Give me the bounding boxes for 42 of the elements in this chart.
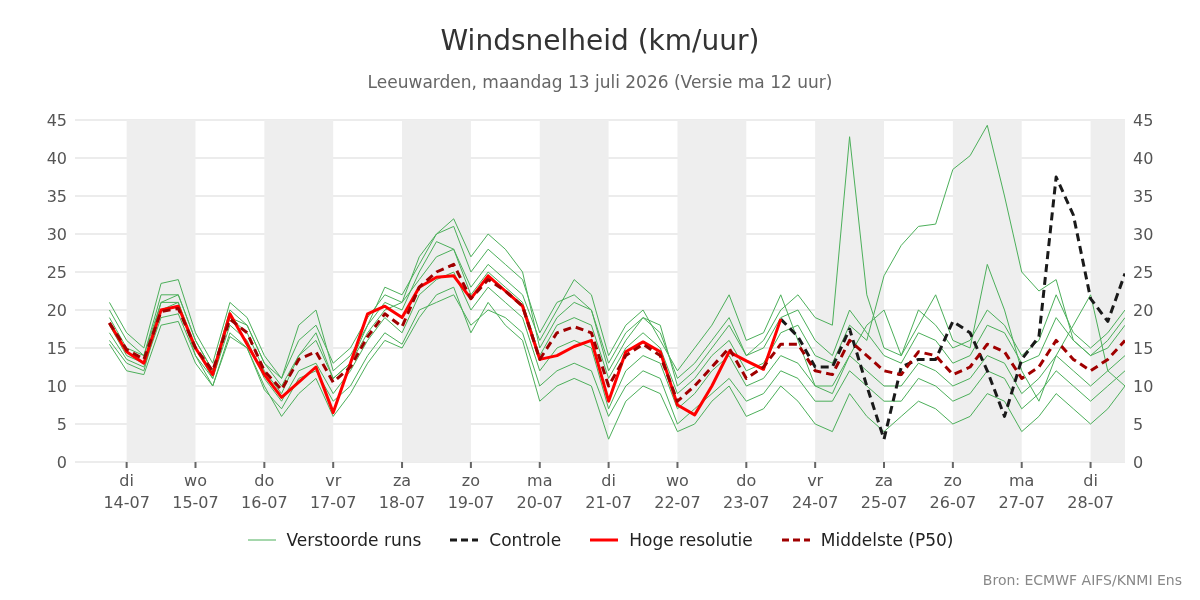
y2-tick-label: 5 [1133,414,1144,434]
y-tick-label: 25 [46,262,67,282]
legend-label: Hoge resolutie [629,530,753,550]
x-tick-label: di 14-07 [103,471,150,512]
x-tick-label: wo 22-07 [654,471,701,512]
y2-tick-label: 35 [1133,186,1154,206]
y2-tick-label: 45 [1133,110,1154,130]
y-tick-label: 0 [56,452,67,472]
x-tick-label: ma 27-07 [998,471,1045,512]
y2-tick-label: 30 [1133,224,1154,244]
legend-label: Middelste (P50) [820,530,954,550]
y2-tick-label: 10 [1133,376,1154,396]
legend-label: Verstoorde runs [286,530,422,550]
y-tick-label: 20 [46,300,67,320]
legend-label: Controle [489,530,562,550]
y-tick-label: 30 [46,224,67,244]
x-tick-label: zo 26-07 [929,471,977,512]
x-tick-label: wo 15-07 [172,471,219,512]
x-tick-label: di 28-07 [1067,471,1114,512]
x-tick-label: zo 19-07 [447,471,495,512]
x-tick-label: vr 24-07 [791,471,839,512]
y2-tick-label: 40 [1133,148,1154,168]
chart-title: Windsnelheid (km/uur) [439,24,761,57]
chart-subtitle: Leeuwarden, maandag 13 juli 2026 (Versie ma 12 uur) [366,72,834,92]
x-tick-label: do 16-07 [241,471,288,512]
y2-tick-label: 0 [1133,452,1144,472]
x-tick-label: vr 17-07 [309,471,357,512]
y-tick-label: 35 [46,186,67,206]
x-tick-label: za 18-07 [378,471,426,512]
y-tick-label: 40 [46,148,67,168]
text: Bron: ECMWF AIFS/KNMI Ens [982,572,1182,588]
y2-tick-label: 20 [1133,300,1154,320]
y2-tick-label: 15 [1133,338,1154,358]
y-tick-label: 5 [56,414,67,434]
y2-tick-label: 25 [1133,262,1154,282]
x-tick-label: ma 20-07 [516,471,563,512]
x-tick-label: za 25-07 [860,471,908,512]
y-tick-label: 10 [46,376,67,396]
x-tick-label: di 21-07 [585,471,632,512]
y-tick-label: 45 [46,110,67,130]
x-tick-label: do 23-07 [723,471,770,512]
y-tick-label: 15 [46,338,67,358]
